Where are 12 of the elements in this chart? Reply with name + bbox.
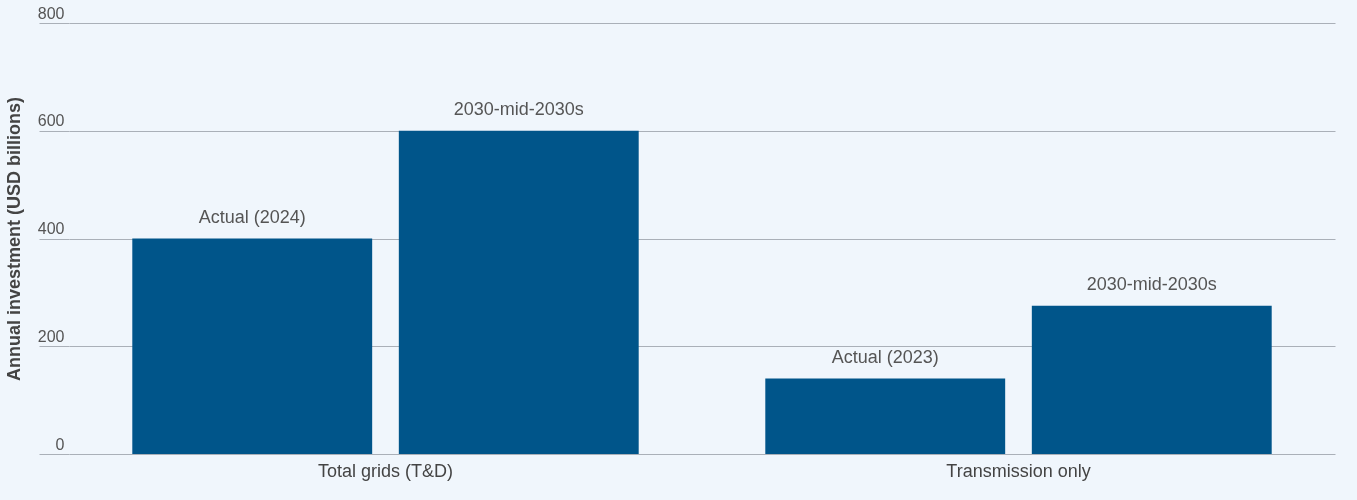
series-label: Actual (2023) (831, 346, 939, 367)
y-axis-title: Annual investment (USD billions) (3, 96, 24, 382)
y-tick-label: 200 (37, 327, 65, 345)
y-tick-label: 0 (55, 435, 65, 453)
y-tick-label: 600 (37, 112, 65, 130)
series-label: 2030-mid-2030s (453, 98, 584, 119)
series-label: Actual (2024) (198, 206, 306, 227)
y-tick-label: 800 (37, 4, 65, 22)
x-tick-label: Total grids (T&D) (317, 460, 454, 481)
series-label: 2030-mid-2030s (1086, 273, 1217, 294)
x-tick-label: Transmission only (946, 460, 1091, 481)
y-tick-label: 400 (37, 220, 65, 237)
